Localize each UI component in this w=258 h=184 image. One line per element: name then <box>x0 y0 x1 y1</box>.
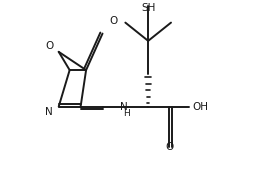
Text: O: O <box>110 16 118 26</box>
Text: N: N <box>120 102 128 112</box>
Text: SH: SH <box>141 3 155 13</box>
Text: H: H <box>123 109 130 118</box>
Text: N: N <box>45 107 53 117</box>
Text: O: O <box>45 41 53 51</box>
Text: O: O <box>165 142 173 152</box>
Text: OH: OH <box>192 102 208 112</box>
